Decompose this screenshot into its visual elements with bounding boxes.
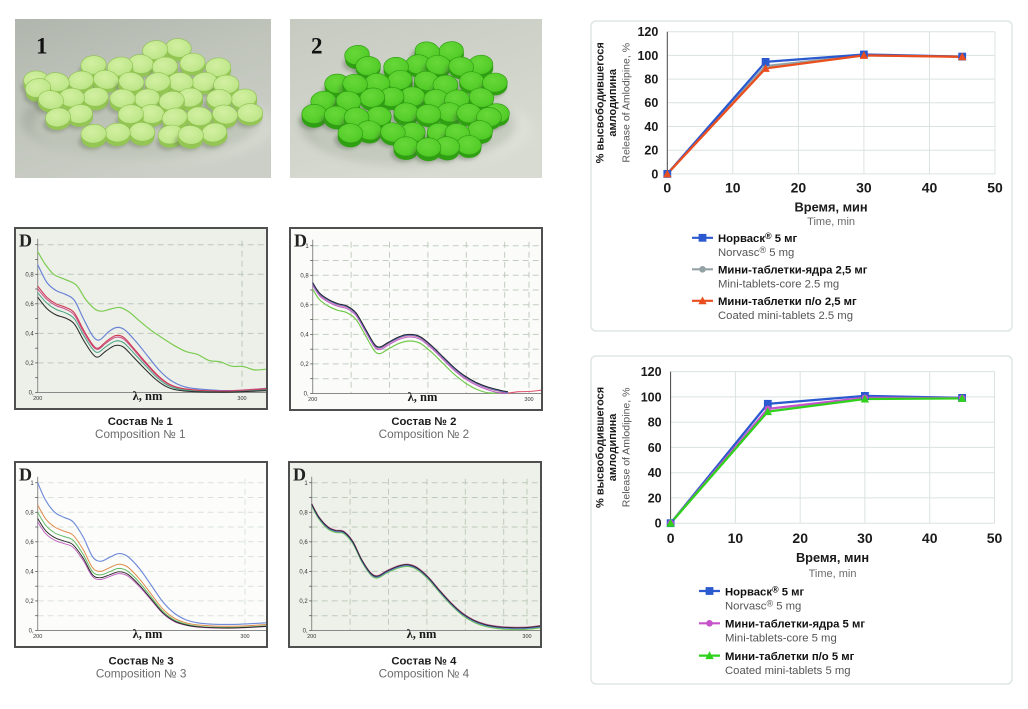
svg-text:30: 30 bbox=[856, 180, 872, 196]
svg-text:1: 1 bbox=[30, 481, 34, 487]
svg-text:40: 40 bbox=[922, 180, 938, 196]
svg-text:300: 300 bbox=[240, 634, 249, 640]
svg-text:10: 10 bbox=[728, 530, 744, 546]
svg-text:0,8: 0,8 bbox=[300, 274, 309, 280]
svg-text:0: 0 bbox=[651, 167, 658, 181]
svg-text:амлодипина: амлодипина bbox=[607, 68, 619, 136]
svg-text:0,8: 0,8 bbox=[299, 511, 308, 517]
svg-text:Время, мин: Время, мин bbox=[796, 550, 869, 565]
svg-text:0,4: 0,4 bbox=[300, 333, 309, 339]
svg-text:Мини-таблетки п/о 2,5 мг: Мини-таблетки п/о 2,5 мг bbox=[718, 296, 857, 308]
svg-text:300: 300 bbox=[524, 397, 533, 403]
svg-text:0: 0 bbox=[655, 517, 662, 531]
svg-text:0,2: 0,2 bbox=[25, 361, 34, 367]
svg-text:% высвободившегося: % высвободившегося bbox=[595, 42, 607, 163]
svg-text:Mini-tablets-core 5 mg: Mini-tablets-core 5 mg bbox=[725, 633, 837, 645]
svg-text:200: 200 bbox=[33, 634, 42, 640]
svg-text:50: 50 bbox=[987, 530, 1003, 546]
svg-text:Мини-таблетки-ядра 5 мг: Мини-таблетки-ядра 5 мг bbox=[725, 619, 865, 631]
svg-text:200: 200 bbox=[308, 397, 317, 403]
svg-text:40: 40 bbox=[648, 466, 662, 480]
svg-text:Time, min: Time, min bbox=[809, 568, 857, 580]
svg-text:0: 0 bbox=[667, 530, 675, 546]
svg-text:200: 200 bbox=[33, 396, 42, 402]
svg-text:% высвободившегося: % высвободившегося bbox=[595, 387, 607, 508]
svg-text:Мини-таблетки-ядра 2,5 мг: Мини-таблетки-ядра 2,5 мг bbox=[718, 265, 868, 277]
svg-text:Composition № 3: Composition № 3 bbox=[96, 667, 187, 680]
svg-text:0,: 0, bbox=[29, 629, 34, 635]
svg-text:амлодипина: амлодипина bbox=[607, 413, 619, 481]
svg-text:50: 50 bbox=[987, 180, 1003, 196]
svg-text:1: 1 bbox=[36, 34, 48, 59]
svg-text:0,4: 0,4 bbox=[299, 570, 308, 576]
svg-text:60: 60 bbox=[648, 441, 662, 455]
svg-text:Release of Amlodipine, %: Release of Amlodipine, % bbox=[621, 388, 633, 508]
svg-text:300: 300 bbox=[237, 396, 246, 402]
svg-text:0,6: 0,6 bbox=[25, 302, 34, 308]
svg-text:Norvasc® 5 mg: Norvasc® 5 mg bbox=[725, 599, 801, 613]
svg-text:D: D bbox=[19, 231, 32, 251]
svg-text:100: 100 bbox=[641, 390, 662, 404]
svg-text:0,2: 0,2 bbox=[300, 362, 309, 368]
svg-text:20: 20 bbox=[792, 530, 808, 546]
svg-text:0,: 0, bbox=[29, 391, 34, 397]
svg-text:100: 100 bbox=[637, 49, 658, 63]
svg-text:Mini-tablets-core 2.5 mg: Mini-tablets-core 2.5 mg bbox=[718, 279, 839, 291]
svg-text:200: 200 bbox=[307, 634, 316, 640]
svg-text:Norvasc® 5 mg: Norvasc® 5 mg bbox=[718, 245, 794, 259]
svg-text:1: 1 bbox=[304, 481, 308, 487]
svg-text:0,4: 0,4 bbox=[25, 332, 34, 338]
svg-text:Время, мин: Время, мин bbox=[795, 199, 868, 214]
svg-text:10: 10 bbox=[725, 180, 741, 196]
svg-text:Composition № 2: Composition № 2 bbox=[379, 428, 470, 441]
svg-text:λ, nm: λ, nm bbox=[133, 627, 163, 641]
svg-text:D: D bbox=[19, 465, 32, 485]
svg-text:λ, nm: λ, nm bbox=[133, 389, 163, 403]
svg-text:0,: 0, bbox=[304, 392, 309, 398]
svg-text:λ, nm: λ, nm bbox=[407, 627, 437, 641]
svg-text:20: 20 bbox=[644, 144, 658, 158]
svg-text:80: 80 bbox=[648, 416, 662, 430]
svg-text:Release of Amlodipine, %: Release of Amlodipine, % bbox=[621, 43, 633, 163]
svg-text:D: D bbox=[294, 231, 307, 251]
svg-text:0,: 0, bbox=[303, 629, 308, 635]
svg-text:Coated mini-tablets 2.5 mg: Coated mini-tablets 2.5 mg bbox=[718, 310, 853, 322]
svg-text:λ, nm: λ, nm bbox=[408, 390, 438, 404]
svg-text:Composition № 1: Composition № 1 bbox=[95, 428, 186, 441]
svg-text:D: D bbox=[293, 465, 306, 485]
svg-text:120: 120 bbox=[641, 365, 662, 379]
svg-text:Состав № 3: Состав № 3 bbox=[109, 656, 174, 668]
svg-text:Состав № 2: Состав № 2 bbox=[391, 416, 456, 428]
svg-text:20: 20 bbox=[791, 180, 807, 196]
svg-text:Состав № 4: Состав № 4 bbox=[391, 656, 457, 668]
svg-text:Coated mini-tablets 5 mg: Coated mini-tablets 5 mg bbox=[725, 665, 851, 677]
svg-text:80: 80 bbox=[644, 73, 658, 87]
svg-text:0,8: 0,8 bbox=[25, 511, 34, 517]
svg-text:Состав № 1: Состав № 1 bbox=[108, 416, 173, 428]
svg-text:40: 40 bbox=[922, 530, 938, 546]
svg-text:20: 20 bbox=[648, 491, 662, 505]
svg-text:0,6: 0,6 bbox=[299, 540, 308, 546]
svg-text:0,2: 0,2 bbox=[25, 599, 34, 605]
svg-text:0: 0 bbox=[663, 180, 671, 196]
svg-text:1: 1 bbox=[305, 244, 309, 250]
svg-text:Мини-таблетки п/о 5 мг: Мини-таблетки п/о 5 мг bbox=[725, 651, 855, 663]
svg-text:0,4: 0,4 bbox=[25, 570, 34, 576]
svg-text:0,8: 0,8 bbox=[25, 273, 34, 279]
svg-text:300: 300 bbox=[522, 634, 531, 640]
svg-text:Норваск® 5 мг: Норваск® 5 мг bbox=[718, 231, 798, 245]
svg-text:0,2: 0,2 bbox=[299, 599, 308, 605]
svg-text:0,6: 0,6 bbox=[25, 540, 34, 546]
svg-text:Норваск® 5 мг: Норваск® 5 мг bbox=[725, 585, 805, 599]
svg-text:40: 40 bbox=[644, 120, 658, 134]
svg-text:Time, min: Time, min bbox=[807, 216, 855, 228]
svg-text:30: 30 bbox=[857, 530, 873, 546]
svg-text:60: 60 bbox=[644, 96, 658, 110]
svg-text:Composition № 4: Composition № 4 bbox=[379, 667, 470, 680]
svg-text:0,6: 0,6 bbox=[300, 303, 309, 309]
svg-text:2: 2 bbox=[311, 34, 323, 59]
svg-text:120: 120 bbox=[637, 25, 658, 39]
